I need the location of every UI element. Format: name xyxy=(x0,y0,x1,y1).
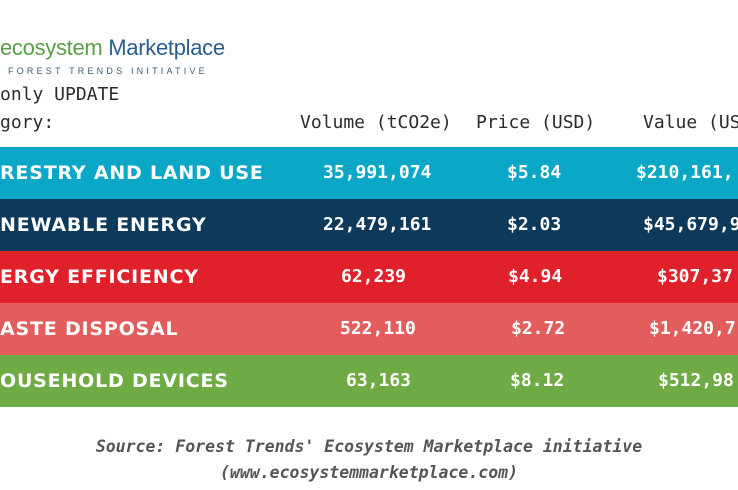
logo-word-marketplace: Marketplace xyxy=(108,35,225,60)
row-volume: 22,479,161 xyxy=(323,214,432,235)
row-price: $2.72 xyxy=(511,318,566,339)
logo-word-ecosystem: ecosystem xyxy=(0,35,103,60)
row-volume: 62,239 xyxy=(341,266,407,287)
row-category: RESTRY AND LAND USE xyxy=(0,162,264,184)
row-category: ERGY EFFICIENCY xyxy=(0,266,199,288)
row-value: $45,679,9 xyxy=(643,214,738,235)
ecosystem-marketplace-logo: ecosystem Marketplace FOREST TRENDS INIT… xyxy=(0,36,225,77)
row-volume: 63,163 xyxy=(346,370,412,391)
row-price: $2.03 xyxy=(507,214,562,235)
source-url: (www.ecosystemmarketplace.com) xyxy=(219,463,518,482)
value-column-header: Value (US xyxy=(643,112,738,133)
row-value: $210,161, xyxy=(636,162,734,183)
row-volume: 35,991,074 xyxy=(323,162,432,183)
row-value: $307,37 xyxy=(657,266,733,287)
source-line: Source: Forest Trends' Ecosystem Marketp… xyxy=(95,437,643,456)
table-row: RESTRY AND LAND USE 35,991,074 $5.84 $21… xyxy=(0,147,738,199)
table-row: ERGY EFFICIENCY 62,239 $4.94 $307,37 xyxy=(0,251,738,303)
logo-wordmark: ecosystem Marketplace xyxy=(0,36,225,60)
row-category: NEWABLE ENERGY xyxy=(0,214,207,236)
row-volume: 522,110 xyxy=(340,318,416,339)
row-price: $8.12 xyxy=(510,370,565,391)
row-value: $512,98 xyxy=(658,370,734,391)
row-category: OUSEHOLD DEVICES xyxy=(0,370,229,392)
table-row: ASTE DISPOSAL 522,110 $2.72 $1,420,7 xyxy=(0,303,738,355)
subtitle: only UPDATE xyxy=(0,84,120,105)
row-price: $4.94 xyxy=(508,266,563,287)
volume-column-header: Volume (tCO2e) xyxy=(300,112,452,133)
price-column-header: Price (USD) xyxy=(476,112,596,133)
row-category: ASTE DISPOSAL xyxy=(0,318,179,340)
table-row: NEWABLE ENERGY 22,479,161 $2.03 $45,679,… xyxy=(0,199,738,251)
row-value: $1,420,7 xyxy=(649,318,736,339)
table-row: OUSEHOLD DEVICES 63,163 $8.12 $512,98 xyxy=(0,355,738,407)
logo-tagline: FOREST TRENDS INITIATIVE xyxy=(8,66,208,76)
category-column-header: gory: xyxy=(0,112,55,133)
row-price: $5.84 xyxy=(507,162,562,183)
